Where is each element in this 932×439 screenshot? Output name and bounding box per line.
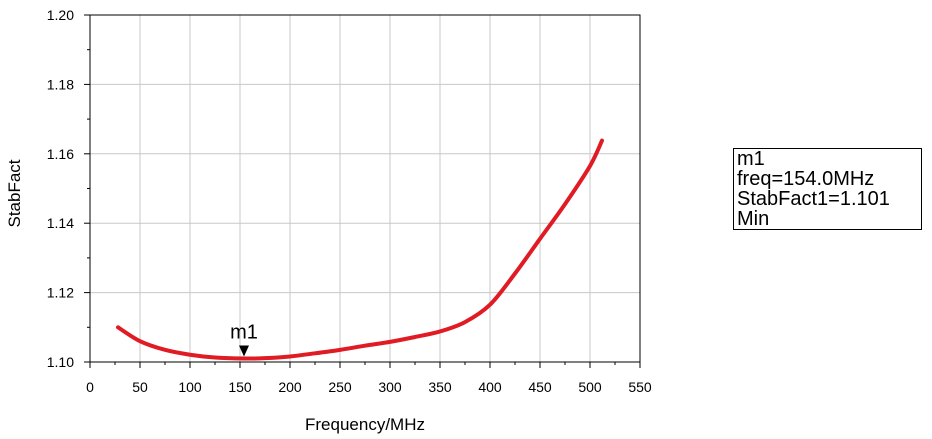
y-axis-title: StabFact (5, 159, 24, 227)
marker-label: m1 (230, 322, 258, 344)
y-tick-label: 1.18 (47, 76, 74, 92)
x-axis-title: Frequency/MHz (305, 415, 425, 434)
y-tick-label: 1.20 (47, 7, 74, 23)
marker-readout-box: m1 freq=154.0MHz StabFact1=1.101 Min (733, 148, 922, 230)
y-tick-label: 1.14 (47, 215, 74, 231)
y-tick-label: 1.12 (47, 285, 74, 301)
x-tick-label: 550 (628, 379, 652, 395)
x-tick-label: 400 (478, 379, 502, 395)
marker-triangle[interactable] (239, 345, 249, 357)
x-tick-label: 0 (86, 379, 94, 395)
x-tick-label: 150 (228, 379, 252, 395)
x-axis: 0 50 100 150 200 250 300 350 400 450 500 550 (86, 362, 652, 395)
series-line (116, 138, 604, 361)
x-tick-label: 500 (578, 379, 602, 395)
y-tick-label: 1.10 (47, 354, 74, 370)
readout-marker-name: m1 (737, 148, 765, 170)
plot-frame (89, 14, 641, 363)
y-tick-label: 1.16 (47, 146, 74, 162)
x-tick-label: 50 (132, 379, 148, 395)
x-tick-label: 300 (378, 379, 402, 395)
y-axis: 1.10 1.12 1.14 1.16 1.18 1.20 (47, 7, 90, 370)
x-tick-label: 200 (278, 379, 302, 395)
x-tick-label: 450 (528, 379, 552, 395)
readout-type: Min (737, 208, 770, 230)
x-tick-label: 250 (328, 379, 352, 395)
readout-stabfact: StabFact1=1.101 (737, 188, 890, 210)
grid (89, 14, 641, 363)
readout-frequency: freq=154.0MHz (737, 168, 875, 190)
x-tick-label: 350 (428, 379, 452, 395)
x-tick-label: 100 (178, 379, 202, 395)
